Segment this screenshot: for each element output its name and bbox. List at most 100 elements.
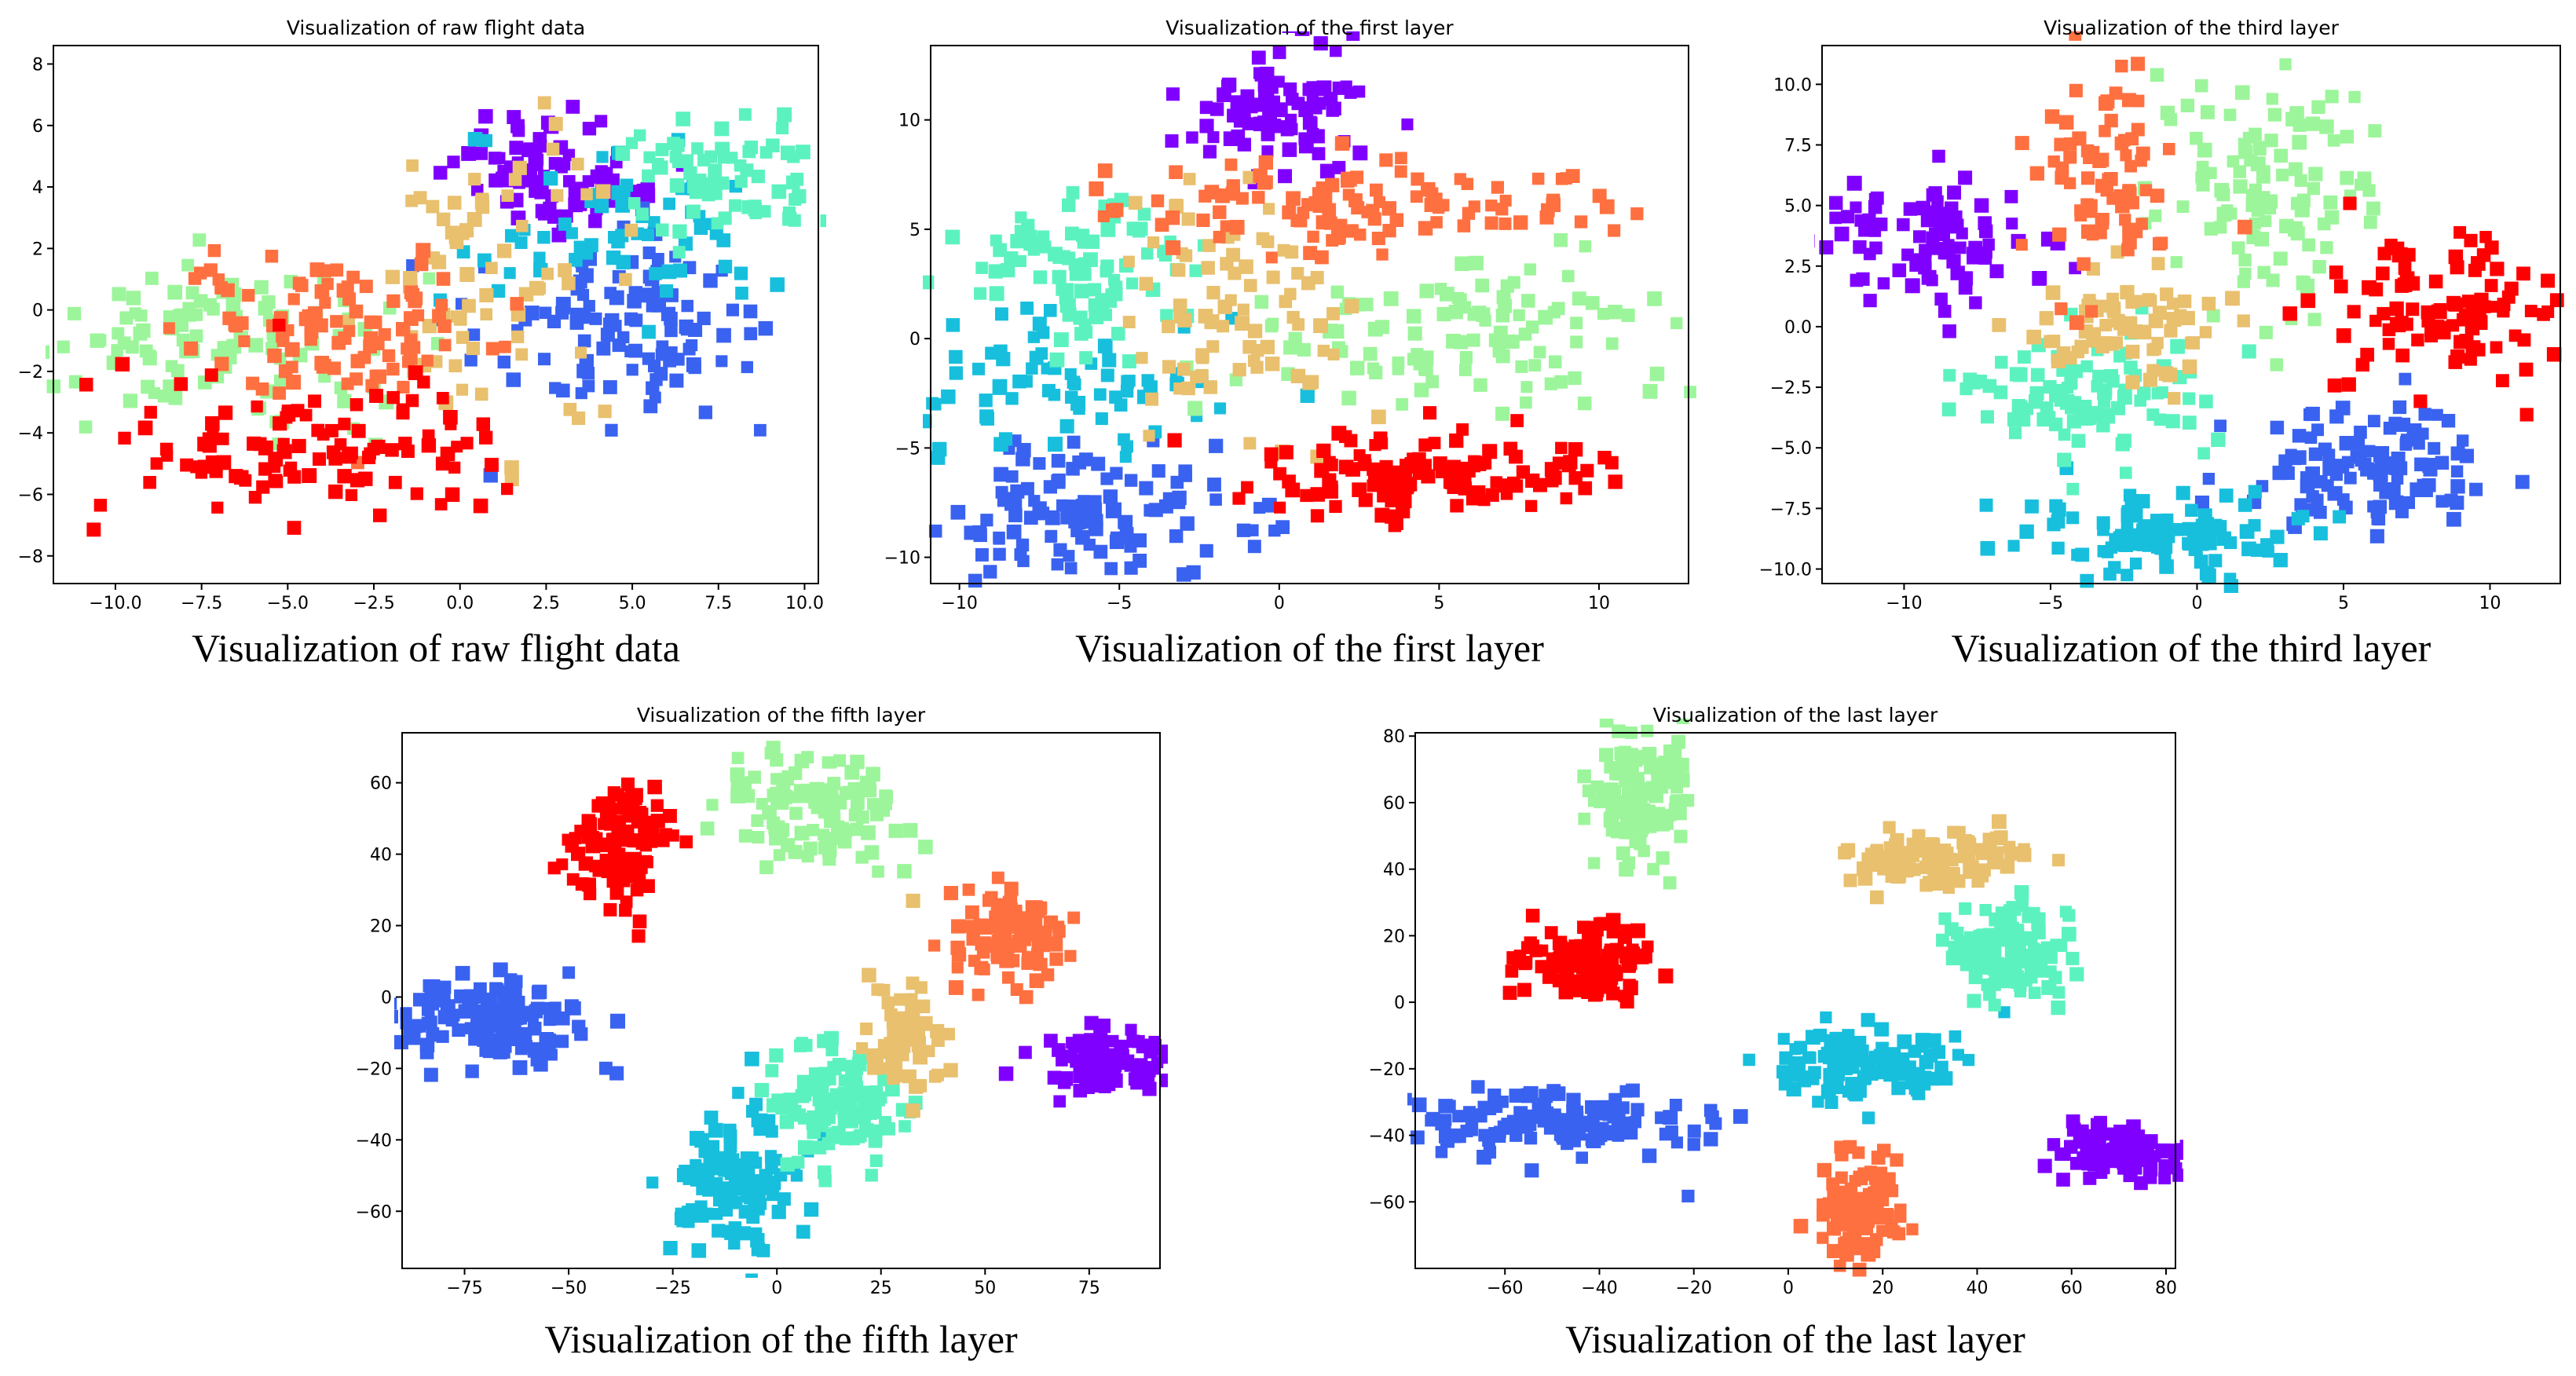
- data-point: [144, 405, 157, 419]
- cluster-cyan: [923, 302, 1315, 465]
- data-point: [1905, 278, 1920, 294]
- data-point: [2273, 553, 2288, 568]
- data-point: [1313, 318, 1328, 334]
- data-point: [1647, 291, 1662, 306]
- data-point: [862, 968, 876, 983]
- data-point: [2238, 219, 2252, 235]
- data-point: [330, 315, 343, 328]
- y-tick-label: 0.0: [1784, 318, 1812, 338]
- data-point: [1619, 862, 1634, 877]
- data-point: [2274, 148, 2289, 163]
- data-point: [2196, 177, 2210, 192]
- data-point: [1817, 1208, 1830, 1222]
- data-point: [556, 383, 570, 398]
- data-point: [2097, 523, 2109, 536]
- data-point: [1315, 250, 1329, 265]
- data-point: [1468, 460, 1480, 473]
- data-point: [1132, 533, 1147, 547]
- data-point: [265, 250, 279, 263]
- data-point: [1323, 91, 1338, 106]
- data-point: [993, 532, 1005, 545]
- y-tick-label: −4: [18, 424, 43, 444]
- data-point: [1229, 219, 1245, 235]
- data-point: [2321, 479, 2334, 492]
- data-point: [2233, 165, 2246, 178]
- data-point: [1201, 261, 1215, 275]
- x-tick-label: 25: [870, 1279, 892, 1298]
- data-point: [1398, 487, 1412, 501]
- data-point: [1892, 263, 1907, 277]
- data-point: [2003, 904, 2017, 917]
- x-tick-label: 50: [974, 1279, 996, 1298]
- panel-title: Visualization of the third layer: [2044, 16, 2340, 39]
- data-point: [426, 997, 440, 1011]
- data-point: [337, 469, 352, 484]
- data-point: [740, 163, 754, 177]
- data-point: [238, 335, 251, 348]
- data-point: [496, 243, 512, 258]
- cluster-tan: [1122, 170, 1386, 464]
- data-point: [2262, 545, 2274, 558]
- data-point: [1992, 318, 2007, 332]
- cluster-cyan: [646, 1052, 830, 1278]
- data-point: [728, 1221, 742, 1235]
- data-point: [2044, 109, 2060, 124]
- data-point: [702, 1183, 716, 1197]
- panel-caption: Visualization of the last layer: [1565, 1317, 2025, 1361]
- data-point: [2307, 313, 2322, 327]
- data-point: [1414, 382, 1429, 397]
- data-point: [2450, 465, 2464, 478]
- data-point: [1829, 1080, 1844, 1094]
- data-point: [1052, 269, 1067, 284]
- data-point: [2308, 447, 2322, 461]
- data-point: [1590, 780, 1605, 794]
- data-point: [192, 233, 207, 247]
- data-point: [358, 471, 373, 486]
- data-point: [1171, 495, 1186, 510]
- data-point: [1143, 380, 1158, 395]
- data-point: [2340, 130, 2354, 144]
- data-point: [1258, 155, 1273, 170]
- data-point: [2291, 511, 2305, 525]
- data-point: [1165, 134, 1179, 148]
- data-point: [1631, 948, 1645, 961]
- data-point: [1495, 406, 1510, 421]
- data-point: [359, 280, 373, 294]
- data-point: [512, 1060, 528, 1075]
- data-point: [1535, 960, 1549, 974]
- data-point: [1588, 857, 1601, 869]
- data-point: [2164, 1144, 2177, 1156]
- data-point: [1283, 340, 1298, 355]
- data-point: [1820, 1011, 1832, 1023]
- data-point: [2099, 319, 2113, 331]
- data-point: [2120, 149, 2132, 162]
- panel-caption: Visualization of the third layer: [1952, 626, 2431, 670]
- data-point: [2311, 100, 2325, 114]
- data-point: [345, 446, 358, 459]
- data-point: [2208, 554, 2223, 568]
- data-point: [1147, 236, 1160, 249]
- data-point: [207, 243, 221, 258]
- data-point: [974, 961, 989, 975]
- data-point: [1419, 284, 1434, 298]
- cluster-lightgreen: [1180, 232, 1696, 421]
- data-point: [673, 263, 687, 278]
- data-point: [1237, 137, 1251, 152]
- data-point: [2007, 540, 2020, 552]
- data-point: [1421, 469, 1436, 484]
- data-point: [1195, 348, 1209, 362]
- data-point: [1862, 1111, 1875, 1125]
- data-point: [2259, 325, 2273, 339]
- data-point: [796, 1224, 810, 1239]
- data-point: [1603, 946, 1617, 961]
- data-point: [1618, 990, 1630, 1002]
- data-point: [1109, 203, 1124, 218]
- data-point: [1922, 853, 1934, 866]
- data-point: [730, 789, 746, 803]
- data-point: [2055, 302, 2068, 316]
- data-point: [1341, 390, 1356, 406]
- data-point: [691, 1243, 707, 1258]
- data-point: [434, 498, 448, 511]
- data-point: [2153, 528, 2167, 540]
- data-point: [1022, 951, 1037, 967]
